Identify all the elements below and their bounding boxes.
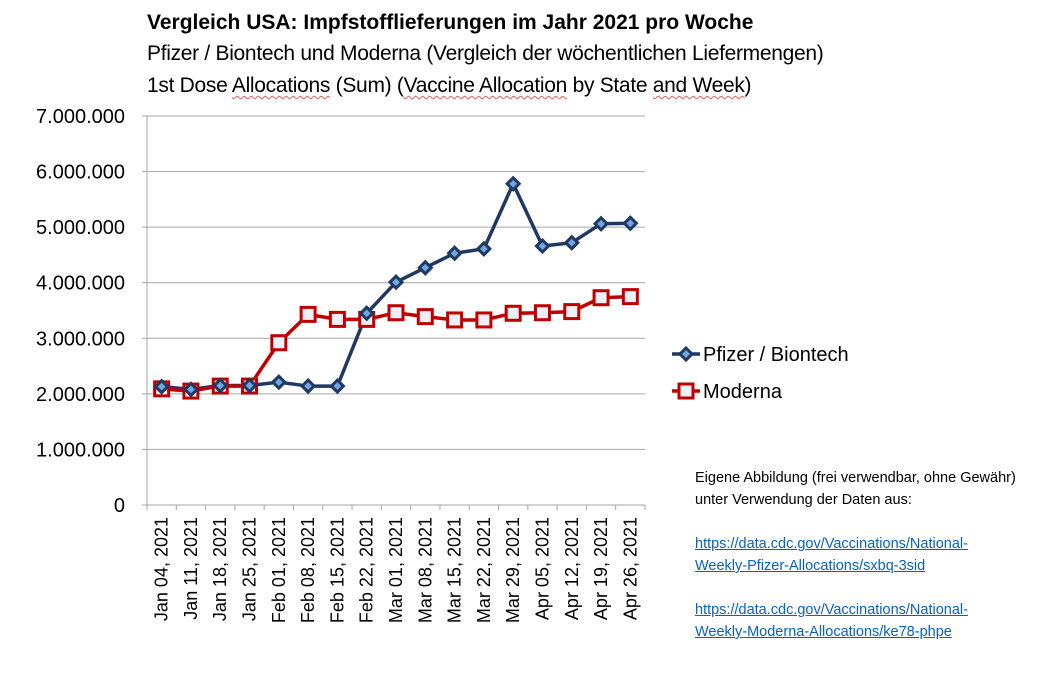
subtitle-part: 1st Dose xyxy=(147,74,232,97)
y-tick-label: 5.000.000 xyxy=(36,217,125,239)
data-point-pfizer xyxy=(592,215,610,232)
link-line[interactable]: https://data.cdc.gov/Vaccinations/Nation… xyxy=(695,536,968,552)
data-point-pfizer xyxy=(329,377,346,395)
x-tick-label: Feb 08, 2021 xyxy=(298,517,318,623)
subtitle-part: Vaccine Allocation xyxy=(403,74,568,97)
y-tick-label: 3.000.000 xyxy=(36,328,125,350)
subtitle-part: by State xyxy=(567,74,653,97)
data-point-moderna xyxy=(504,304,522,322)
y-tick-label: 2.000.000 xyxy=(36,384,125,406)
data-point-moderna xyxy=(563,303,581,321)
x-tick-label: Mar 01, 2021 xyxy=(386,517,406,623)
data-point-pfizer xyxy=(241,377,258,394)
x-tick-label: Apr 12, 2021 xyxy=(562,517,582,620)
data-point-pfizer xyxy=(270,374,287,391)
subtitle-part: and Week xyxy=(652,74,745,97)
data-point-moderna xyxy=(533,304,551,322)
data-point-pfizer xyxy=(387,274,405,291)
data-point-pfizer xyxy=(505,175,522,192)
source-note-text: Eigene Abbildung (frei verwendbar, ohne … xyxy=(695,470,1016,508)
subtitle-part: ) xyxy=(744,74,752,97)
link-line[interactable]: https://data.cdc.gov/Vaccinations/Nation… xyxy=(695,602,968,618)
data-point-pfizer xyxy=(417,259,434,276)
x-tick-label: Feb 22, 2021 xyxy=(357,517,377,623)
x-tick-label: Jan 25, 2021 xyxy=(240,517,260,621)
x-tick-label: Mar 15, 2021 xyxy=(445,517,465,623)
subtitle-part: (Sum) ( xyxy=(330,74,404,97)
source-note: Eigene Abbildung (frei verwendbar, ohne … xyxy=(695,467,1035,643)
chart-subtitle-1: Pfizer / Biontech und Moderna (Vergleich… xyxy=(147,42,824,65)
data-point-moderna xyxy=(416,308,434,326)
data-point-pfizer xyxy=(212,377,229,394)
x-tick-label: Mar 08, 2021 xyxy=(415,517,435,623)
chart-title: Vergleich USA: Impfstofflieferungen im J… xyxy=(147,11,754,34)
data-point-pfizer xyxy=(622,215,639,232)
x-tick-label: Jan 04, 2021 xyxy=(152,517,172,621)
data-point-pfizer xyxy=(563,234,580,251)
data-point-pfizer xyxy=(475,240,493,257)
data-point-pfizer xyxy=(182,381,200,398)
x-tick-label: Mar 22, 2021 xyxy=(474,517,494,623)
data-point-moderna xyxy=(270,334,288,352)
legend-label: Moderna xyxy=(703,381,783,403)
y-tick-label: 4.000.000 xyxy=(36,273,125,295)
link-line[interactable]: Weekly-Moderna-Allocations/ke78-phpe xyxy=(695,624,952,640)
y-tick-label: 6.000.000 xyxy=(36,162,125,184)
data-point-moderna xyxy=(387,304,405,322)
x-tick-label: Feb 01, 2021 xyxy=(269,517,289,623)
x-tick-label: Jan 18, 2021 xyxy=(210,517,230,621)
moderna-data-link[interactable]: https://data.cdc.gov/Vaccinations/Nation… xyxy=(695,599,1035,643)
data-point-pfizer xyxy=(534,237,551,255)
chart-subtitle-2: 1st Dose Allocations (Sum) (Vaccine Allo… xyxy=(147,74,752,98)
data-point-moderna xyxy=(328,310,346,328)
data-point-pfizer xyxy=(677,345,695,363)
subtitle-part: Allocations xyxy=(231,74,331,97)
y-tick-label: 7.000.000 xyxy=(36,106,125,128)
x-tick-label: Apr 26, 2021 xyxy=(620,517,640,620)
data-point-moderna xyxy=(446,311,464,329)
y-tick-label: 1.000.000 xyxy=(36,439,125,461)
legend-label: Pfizer / Biontech xyxy=(703,344,849,366)
data-point-moderna xyxy=(677,382,695,400)
x-tick-label: Feb 15, 2021 xyxy=(327,517,347,623)
link-line[interactable]: Weekly-Pfizer-Allocations/sxbq-3sid xyxy=(695,558,926,574)
data-point-moderna xyxy=(475,311,493,329)
data-point-pfizer xyxy=(446,245,463,262)
data-point-pfizer xyxy=(358,305,375,322)
data-point-pfizer xyxy=(299,377,317,395)
data-point-moderna xyxy=(621,288,639,306)
data-point-pfizer xyxy=(153,378,170,395)
x-tick-label: Apr 05, 2021 xyxy=(532,517,552,620)
x-tick-label: Apr 19, 2021 xyxy=(591,517,611,620)
data-point-moderna xyxy=(299,305,317,323)
pfizer-data-link[interactable]: https://data.cdc.gov/Vaccinations/Nation… xyxy=(695,533,1035,577)
data-point-moderna xyxy=(592,289,610,307)
x-tick-label: Mar 29, 2021 xyxy=(503,517,523,623)
y-tick-label: 0 xyxy=(114,495,125,517)
x-tick-label: Jan 11, 2021 xyxy=(181,517,201,620)
